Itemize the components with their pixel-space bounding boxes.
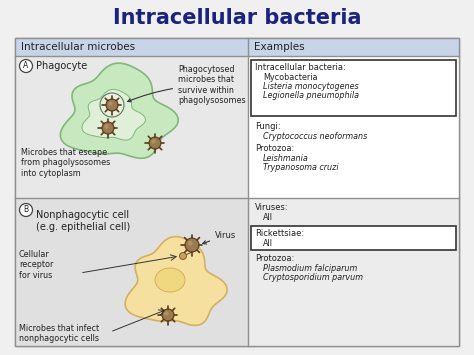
Text: Cryptosporidium parvum: Cryptosporidium parvum xyxy=(263,273,363,282)
Text: B: B xyxy=(23,206,28,214)
Bar xyxy=(248,198,459,346)
Circle shape xyxy=(185,238,199,252)
Text: Intracellular microbes: Intracellular microbes xyxy=(21,42,135,52)
Text: All: All xyxy=(263,213,273,222)
Text: All: All xyxy=(263,239,273,248)
PathPatch shape xyxy=(61,63,178,158)
Circle shape xyxy=(151,140,155,144)
Text: Trypanosoma cruzi: Trypanosoma cruzi xyxy=(263,163,338,172)
Text: Cryptococcus neoformans: Cryptococcus neoformans xyxy=(263,132,367,141)
Text: Microbes that infect
nonphagocytic cells: Microbes that infect nonphagocytic cells xyxy=(19,324,99,343)
Bar xyxy=(251,226,456,250)
Bar xyxy=(15,38,459,346)
Bar xyxy=(251,60,456,116)
Bar xyxy=(15,38,459,346)
Circle shape xyxy=(19,203,33,217)
Text: Phagocyte: Phagocyte xyxy=(36,61,87,71)
Text: Viruses:: Viruses: xyxy=(255,203,289,212)
Circle shape xyxy=(100,93,124,117)
Circle shape xyxy=(164,311,169,316)
Bar xyxy=(15,56,248,198)
Circle shape xyxy=(188,241,193,246)
Text: Nonphagocytic cell
(e.g. epithelial cell): Nonphagocytic cell (e.g. epithelial cell… xyxy=(36,210,130,231)
Text: Plasmodium falciparum: Plasmodium falciparum xyxy=(263,264,357,273)
Text: Intracellular bacteria: Intracellular bacteria xyxy=(113,8,361,28)
Circle shape xyxy=(104,124,109,129)
Text: Protozoa:: Protozoa: xyxy=(255,254,294,263)
Text: Phagocytosed
microbes that
survive within
phagolysosomes: Phagocytosed microbes that survive withi… xyxy=(128,65,246,105)
Text: Fungi:: Fungi: xyxy=(255,122,281,131)
Text: Intracellular bacteria:: Intracellular bacteria: xyxy=(255,63,346,72)
Bar xyxy=(15,198,248,346)
Circle shape xyxy=(106,99,118,111)
Bar xyxy=(15,38,459,56)
Text: Mycobacteria: Mycobacteria xyxy=(263,73,318,82)
Text: Microbes that escape
from phagolysosomes
into cytoplasm: Microbes that escape from phagolysosomes… xyxy=(21,148,110,178)
Circle shape xyxy=(19,60,33,72)
Circle shape xyxy=(180,252,186,260)
Text: Protozoa:: Protozoa: xyxy=(255,144,294,153)
Text: Examples: Examples xyxy=(254,42,305,52)
Text: Rickettsiae:: Rickettsiae: xyxy=(255,229,304,238)
PathPatch shape xyxy=(82,89,146,140)
Circle shape xyxy=(162,309,174,321)
Text: A: A xyxy=(23,61,28,71)
Text: Legionella pneumophila: Legionella pneumophila xyxy=(263,91,359,100)
Circle shape xyxy=(149,137,161,149)
PathPatch shape xyxy=(125,237,227,326)
Circle shape xyxy=(109,102,113,105)
Circle shape xyxy=(102,122,114,134)
Text: Cellular
receptor
for virus: Cellular receptor for virus xyxy=(19,250,54,280)
Text: Listeria monocytogenes: Listeria monocytogenes xyxy=(263,82,359,91)
Text: Leishmania: Leishmania xyxy=(263,154,309,163)
Bar xyxy=(248,56,459,198)
Text: Virus: Virus xyxy=(203,230,236,244)
Ellipse shape xyxy=(155,268,185,292)
